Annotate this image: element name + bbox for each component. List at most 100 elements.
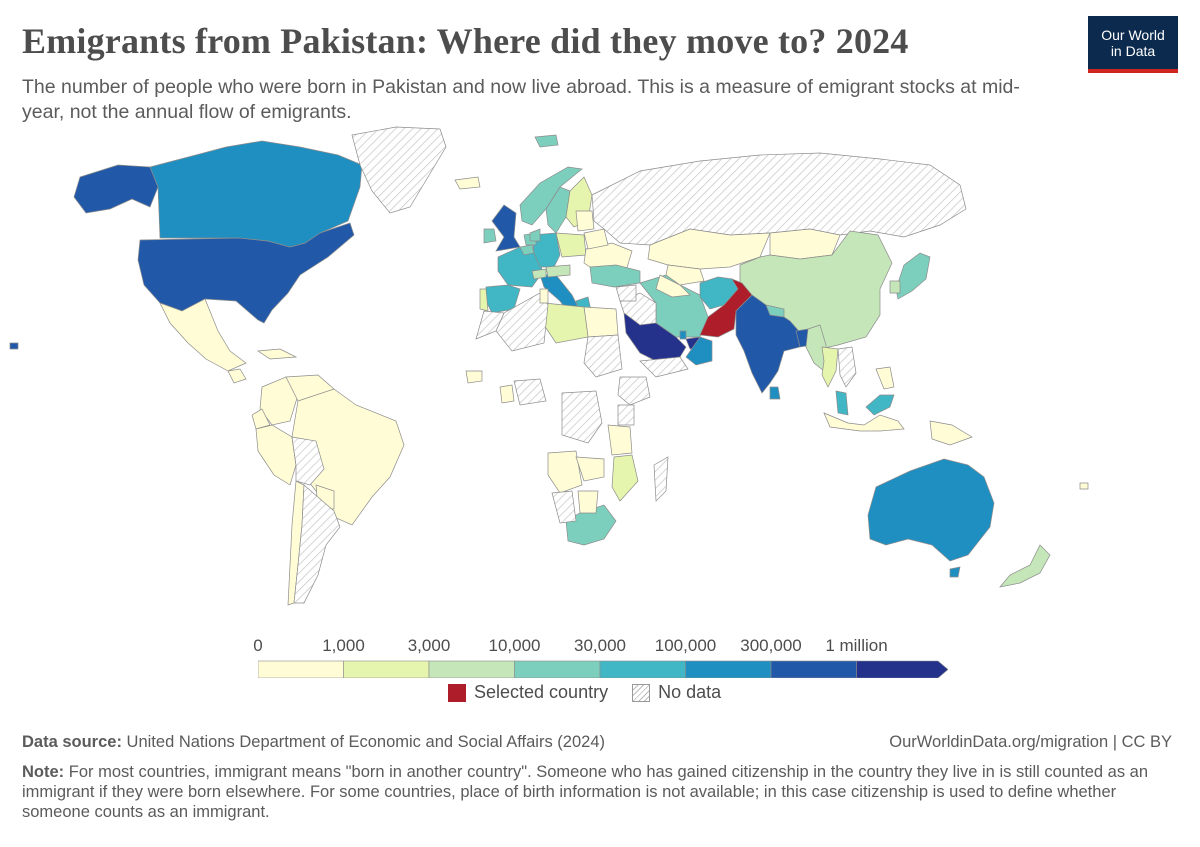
no-data-swatch bbox=[632, 683, 651, 702]
legend-bin-6 bbox=[770, 660, 857, 678]
country-ethiopia[interactable]: Ethiopia bbox=[617, 376, 651, 406]
selected-country-label: Selected country bbox=[474, 682, 609, 702]
country-denmark[interactable]: Denmark bbox=[529, 228, 541, 242]
logo-line-1: Our World bbox=[1101, 26, 1165, 43]
country-angola[interactable]: Angola bbox=[547, 450, 583, 494]
country-bolivia[interactable]: Bolivia bbox=[291, 436, 325, 486]
country-cuba[interactable]: Cuba bbox=[256, 348, 298, 360]
logo-line-2: in Data bbox=[1110, 42, 1156, 59]
country-namibia[interactable]: Namibia bbox=[551, 490, 577, 524]
country-belarus[interactable]: Belarus bbox=[583, 228, 609, 250]
country-portugal[interactable]: Portugal bbox=[479, 288, 489, 312]
country-borneo-malaysia[interactable]: Borneo (Malaysia) bbox=[865, 394, 895, 416]
country-egypt[interactable]: Egypt bbox=[583, 306, 619, 338]
world-map[interactable]: United StatesAlaska (United States)Canad… bbox=[0, 125, 1200, 630]
country-vietnam[interactable]: Vietnam bbox=[837, 346, 857, 388]
country-philippines[interactable]: Philippines bbox=[875, 366, 895, 390]
country-australia[interactable]: Australia bbox=[867, 458, 995, 562]
country-guatemala[interactable]: Guatemala bbox=[227, 368, 247, 384]
country-iceland[interactable]: Iceland bbox=[454, 176, 481, 190]
country-papua-new-guinea[interactable]: Papua New Guinea bbox=[929, 420, 973, 446]
country-mongolia[interactable]: Mongolia bbox=[769, 228, 841, 260]
owid-logo[interactable]: Our World in Data bbox=[1088, 16, 1178, 73]
country-peru[interactable]: Peru bbox=[255, 424, 297, 486]
country-south-korea[interactable]: South Korea bbox=[889, 280, 901, 294]
country-syria[interactable]: Syria bbox=[615, 284, 637, 302]
country-argentina[interactable]: Argentina bbox=[293, 484, 341, 604]
country-botswana[interactable]: Botswana bbox=[577, 490, 599, 514]
country-belgium[interactable]: Belgium bbox=[519, 244, 535, 256]
country-ireland[interactable]: Ireland bbox=[483, 228, 497, 244]
country-baltic-states[interactable]: Baltic states bbox=[575, 210, 595, 232]
country-turkey[interactable]: Turkey bbox=[589, 264, 641, 288]
country-hawaii-united-states[interactable]: Hawaii (United States) bbox=[9, 342, 19, 350]
chart-title: Emigrants from Pakistan: Where did they … bbox=[22, 21, 909, 61]
country-malaysia[interactable]: Malaysia bbox=[835, 390, 849, 416]
country-ecuador[interactable]: Ecuador bbox=[251, 408, 271, 430]
country-yemen[interactable]: Yemen bbox=[639, 356, 689, 378]
country-alaska-united-states[interactable]: Alaska (United States) bbox=[73, 164, 159, 214]
country-kazakhstan[interactable]: Kazakhstan bbox=[647, 228, 771, 270]
country-canada[interactable]: Canada bbox=[149, 140, 363, 248]
country-nepal[interactable]: Nepal bbox=[765, 304, 785, 318]
legend-bin-1 bbox=[343, 660, 430, 678]
no-data-label: No data bbox=[658, 682, 722, 702]
country-nigeria[interactable]: Nigeria bbox=[513, 378, 547, 406]
country-new-zealand[interactable]: New Zealand bbox=[999, 544, 1051, 588]
country-uzbekistan[interactable]: Uzbekistan bbox=[665, 264, 705, 286]
country-libya[interactable]: Libya bbox=[543, 302, 589, 344]
country-svalbard[interactable]: Svalbard bbox=[534, 134, 559, 148]
country-russia[interactable]: Russia bbox=[591, 152, 967, 246]
legend-bin-0 bbox=[258, 660, 344, 678]
country-madagascar[interactable]: Madagascar bbox=[653, 456, 669, 502]
country-tanzania[interactable]: Tanzania bbox=[607, 424, 633, 456]
country-austria[interactable]: Austria bbox=[545, 264, 571, 278]
legend-bin-4 bbox=[599, 660, 686, 678]
country-pakistan[interactable]: Pakistan bbox=[699, 278, 753, 338]
legend-color-bar bbox=[258, 660, 948, 678]
legend-bin-2 bbox=[428, 660, 515, 678]
country-sudan[interactable]: Sudan bbox=[583, 334, 623, 378]
country-senegal[interactable]: Senegal bbox=[465, 370, 483, 384]
selected-country-swatch bbox=[448, 683, 466, 702]
legend-bin-5 bbox=[685, 660, 772, 678]
legend-tick-label: 30,000 bbox=[574, 636, 626, 655]
legend-categorical: Selected country No data bbox=[448, 682, 721, 703]
note-label: Note: bbox=[22, 763, 65, 781]
legend-tick-label: 1,000 bbox=[322, 636, 365, 655]
country-turkmenistan[interactable]: Turkmenistan bbox=[655, 274, 691, 298]
country-oman[interactable]: Oman bbox=[685, 336, 713, 366]
footnote: Note: For most countries, immigrant mean… bbox=[22, 762, 1172, 822]
data-source-label: Data source: bbox=[22, 733, 122, 751]
country-thailand[interactable]: Thailand bbox=[821, 346, 839, 388]
legend-tick-label: 1 million bbox=[825, 636, 888, 655]
country-indonesia[interactable]: Indonesia bbox=[823, 412, 905, 432]
country-united-kingdom[interactable]: United Kingdom bbox=[491, 204, 521, 252]
country-japan[interactable]: Japan bbox=[895, 252, 931, 300]
legend-tick-label: 100,000 bbox=[654, 636, 717, 655]
note-text: For most countries, immigrant means "bor… bbox=[22, 763, 1149, 821]
map-legend: 0 1,000 3,000 10,000 30,000 100,000 300,000 1 m… bbox=[0, 632, 1200, 712]
country-kenya[interactable]: Kenya bbox=[617, 404, 635, 426]
country-switzerland[interactable]: Switzerland bbox=[531, 268, 547, 280]
country-tasmania-australia[interactable]: Tasmania (Australia) bbox=[949, 566, 961, 578]
country-qatar[interactable]: Qatar bbox=[679, 330, 687, 340]
country-poland[interactable]: Poland bbox=[555, 232, 587, 258]
country-zambia[interactable]: Zambia bbox=[575, 456, 605, 482]
country-mexico[interactable]: Mexico bbox=[159, 298, 247, 372]
country-tunisia[interactable]: Tunisia bbox=[539, 288, 549, 304]
source-url-link[interactable]: OurWorldinData.org/migration | CC BY bbox=[889, 733, 1172, 751]
country-dr-congo[interactable]: DR Congo bbox=[561, 390, 603, 444]
data-source-text: United Nations Department of Economic an… bbox=[126, 733, 605, 751]
country-greenland[interactable]: Greenland bbox=[351, 126, 447, 214]
country-mozambique[interactable]: Mozambique bbox=[611, 454, 639, 502]
data-source: Data source: United Nations Department o… bbox=[22, 733, 605, 752]
country-fiji[interactable]: Fiji bbox=[1079, 482, 1089, 490]
country-sri-lanka[interactable]: Sri Lanka bbox=[769, 386, 781, 400]
legend-tick-label: 3,000 bbox=[407, 636, 451, 655]
country-morocco[interactable]: Morocco bbox=[475, 310, 505, 340]
legend-tick-label: 0 bbox=[253, 636, 263, 655]
legend-tick-label: 10,000 bbox=[488, 636, 541, 655]
world-map-svg[interactable]: United StatesAlaska (United States)Canad… bbox=[0, 125, 1200, 630]
country-ghana[interactable]: Ghana bbox=[499, 384, 515, 404]
